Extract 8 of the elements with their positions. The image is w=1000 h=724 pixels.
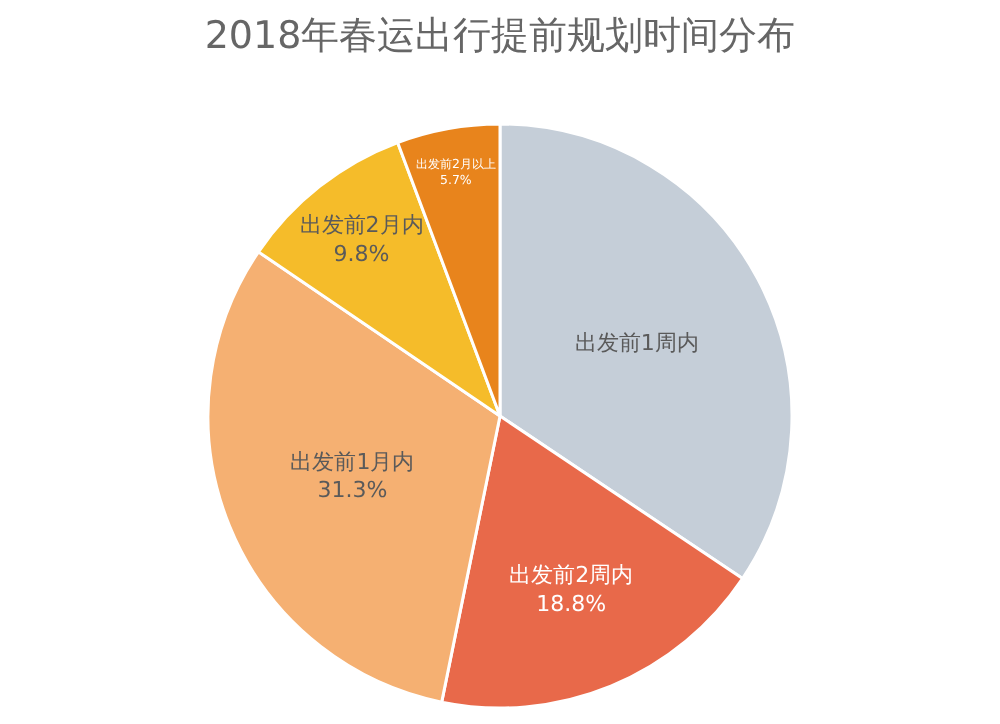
slice-label: 出发前2月内 (299, 212, 424, 239)
chart-title: 2018年春运出行提前规划时间分布 (204, 14, 796, 59)
slice-label: 出发前1周内 (574, 329, 699, 356)
slice-label: 出发前2周内 (509, 562, 634, 589)
slice-label: 出发前1月内 (290, 448, 415, 475)
data-label: 9.8% (333, 241, 390, 268)
data-label: 18.8% (536, 590, 607, 617)
data-label: 31.3% (317, 477, 388, 504)
